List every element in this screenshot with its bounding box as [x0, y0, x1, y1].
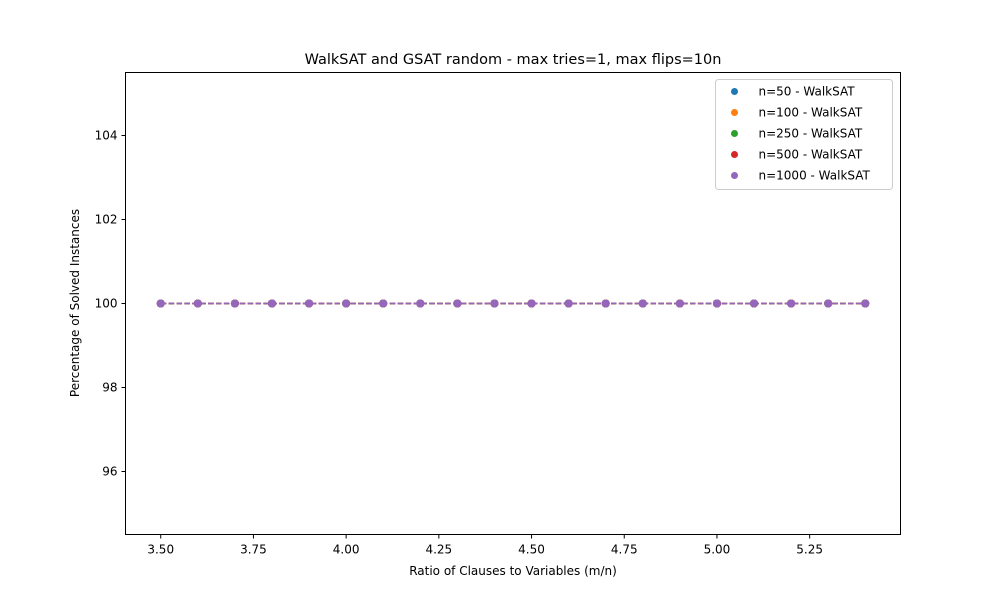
data-point [675, 299, 684, 308]
x-tick-label: 4.50 [518, 543, 545, 557]
legend: n=50 - WalkSAT n=100 - WalkSAT n=250 - Wal… [715, 79, 893, 190]
x-tick-label: 5.00 [704, 543, 731, 557]
data-point [750, 299, 759, 308]
x-tick-label: 3.75 [240, 543, 267, 557]
data-point [527, 299, 536, 308]
data-point [379, 299, 388, 308]
y-axis-label: Percentage of Solved Instances [68, 209, 82, 397]
data-point [601, 299, 610, 308]
legend-label: n=50 - WalkSAT [759, 85, 856, 99]
legend-label: n=1000 - WalkSAT [759, 169, 871, 183]
x-tick-label: 4.00 [333, 543, 360, 557]
x-axis: 3.50 3.75 4.00 4.25 4.50 4.75 5.00 5.25 [147, 534, 823, 557]
data-point [193, 299, 202, 308]
y-tick-label: 100 [95, 297, 118, 311]
legend-marker [731, 172, 738, 179]
legend-label: n=100 - WalkSAT [759, 106, 863, 120]
x-tick-label: 3.50 [147, 543, 174, 557]
chart-title: WalkSAT and GSAT random - max tries=1, m… [305, 52, 722, 68]
data-point [824, 299, 833, 308]
x-tick-label: 5.25 [796, 543, 823, 557]
data-point [305, 299, 314, 308]
legend-marker [731, 151, 738, 158]
y-tick-label: 98 [102, 381, 117, 395]
data-point [712, 299, 721, 308]
data-point [490, 299, 499, 308]
legend-box [715, 79, 893, 190]
data-point [787, 299, 796, 308]
legend-marker [731, 109, 738, 116]
series-5 [156, 299, 870, 308]
legend-marker [731, 88, 738, 95]
legend-label: n=500 - WalkSAT [759, 148, 863, 162]
series-layer [156, 299, 870, 308]
data-point [156, 299, 165, 308]
y-tick-label: 104 [95, 129, 118, 143]
data-point [416, 299, 425, 308]
x-tick-label: 4.75 [611, 543, 638, 557]
data-point [861, 299, 870, 308]
data-point [564, 299, 573, 308]
legend-marker [731, 130, 738, 137]
y-axis: 96 98 100 102 104 [95, 129, 126, 479]
data-point [342, 299, 351, 308]
legend-label: n=250 - WalkSAT [759, 127, 863, 141]
x-tick-label: 4.25 [425, 543, 452, 557]
data-point [638, 299, 647, 308]
data-point [267, 299, 276, 308]
data-point [230, 299, 239, 308]
y-tick-label: 96 [102, 465, 117, 479]
data-point [453, 299, 462, 308]
x-axis-label: Ratio of Clauses to Variables (m/n) [409, 564, 617, 578]
y-tick-label: 102 [95, 213, 118, 227]
